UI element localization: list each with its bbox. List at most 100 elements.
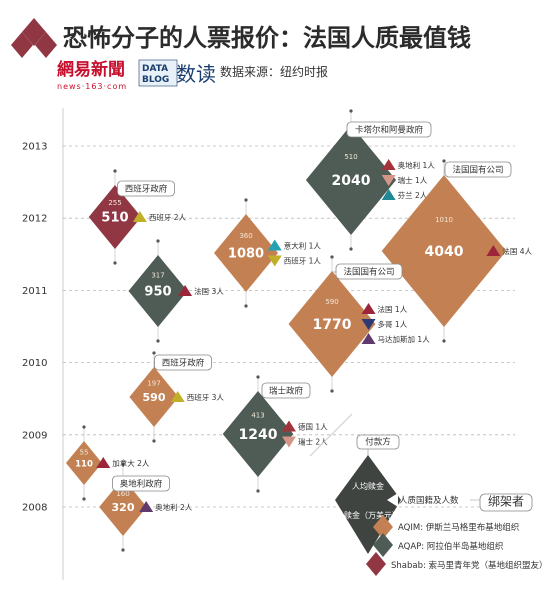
victim-flag-marker [381,175,396,186]
total-ransom-label: 320 [112,501,135,514]
legend-count-label: 人质国籍及人数 [399,495,459,506]
stem-dot [256,375,260,379]
payer-tag: 西班牙政府 [117,180,175,197]
stem-dot [82,425,86,429]
stem-dot [330,255,334,259]
payer-tag-label: 卡塔尔和阿曼政府 [355,125,424,136]
ransom-diamond [222,391,294,477]
victim-flag-marker [139,501,154,512]
kidnapper-title: 绑架者 [479,493,533,512]
victim-flag-marker [381,189,396,200]
header: 恐怖分子的人票报价：法国人质最值钱 網易新聞 news·163·com DATA… [11,18,471,91]
per-capita-label: 590 [325,298,338,306]
year-grid: 2008 2009 2010 2011 2012 2013 [22,142,515,514]
victim-flag-marker [96,457,111,468]
victim-flag-marker [267,255,282,267]
total-ransom-label: 2040 [332,173,371,189]
stem-dot [156,339,160,343]
stem-dot [442,159,446,163]
payer-tag-label: 付款方 [365,437,391,448]
victim-flag-marker [361,333,376,344]
column-name: 数读 [176,62,216,86]
payer-tag: 付款方 [356,434,400,450]
payer-tag: 瑞士政府 [261,382,311,399]
victim-label: 法国 1人 [378,304,408,314]
stem-dot [82,497,86,501]
victim-flag-marker [178,285,193,296]
total-ransom-label: 110 [75,460,93,470]
stem-dot [113,261,117,265]
victim-flag-marker [267,239,282,251]
victim-label: 马达加斯加 1人 [378,334,431,344]
victim-label: 芬兰 2人 [398,190,428,200]
total-ransom-label: 4040 [425,244,464,260]
payer-tag-label: 瑞士政府 [269,386,304,397]
victim-label: 意大利 1人 [284,241,322,251]
payer-tag: 奥地利政府 [112,475,170,492]
aqim-label: AQIM: 伊斯兰马格里布基地组织 [398,522,519,533]
aqap-label: AQAP: 阿拉伯半岛基地组织 [398,541,503,552]
ransom-aqim-4040: 1010 4040 法国 4人 法国国有公司 [381,161,533,327]
per-capita-label: 1010 [435,216,453,224]
payer-tag: 西班牙政府 [154,354,212,371]
stem-dot [330,389,334,393]
datablog-top: DATA [142,64,168,74]
victim-label: 西班牙 1人 [284,256,322,266]
per-capita-label: 55 [80,449,89,457]
ransom-diamond [214,214,278,292]
victim-flag-marker [281,436,296,448]
per-capita-label: 413 [251,412,264,420]
datablog-bottom: BLOG [142,75,169,85]
aqim-swatch [373,515,393,539]
payer-tag: 卡塔尔和阿曼政府 [346,121,432,138]
payer-tag-label: 西班牙政府 [162,358,205,369]
stem-dot [244,304,248,308]
victim-label: 西班牙 3人 [187,392,225,402]
logo-diamonds-icon [11,18,57,58]
per-capita-label: 360 [239,232,252,240]
y-tick-label: 2011 [22,286,47,297]
total-ransom-label: 1080 [228,247,264,262]
stem-dot [256,489,260,493]
payer-tag-label: 奥地利政府 [120,479,163,490]
legend-shabab: Shabab: 索马里青年党（基地组织盟友） [366,552,548,576]
payer-tag-label: 法国国有公司 [343,267,394,278]
victim-label: 多哥 1人 [378,319,408,329]
legend-aqap: AQAP: 阿拉伯半岛基地组织 [373,533,503,557]
per-capita-label: 197 [147,380,160,388]
page-title: 恐怖分子的人票报价：法国人质最值钱 [63,24,471,52]
payer-tag-label: 西班牙政府 [125,184,168,195]
ransom-aqim-590: 197 590 西班牙 3人 西班牙政府 [129,354,225,427]
total-ransom-label: 590 [143,391,166,404]
ransom-aqap-950: 317 950 法国 3人 [128,255,224,327]
total-ransom-label: 1240 [239,427,278,443]
payer-tag-label: 法国国有公司 [452,165,503,176]
victim-flag-marker [361,319,376,330]
legend-per-label: 人均赎金 [352,481,384,491]
victim-label: 西班牙 2人 [149,212,187,222]
legend: 付款方 人均赎金 总赎金（万美元） 人质国籍及人数 绑架者 AQIM: 伊斯兰马… [309,413,548,576]
ransom-aqim-320: 160 320 奥地利 2人 奥地利政府 [99,475,193,536]
victim-label: 法国 4人 [502,246,532,256]
per-capita-label: 510 [344,153,357,161]
y-tick-label: 2013 [22,142,47,153]
total-ransom-label: 510 [101,211,128,226]
ransom-diamond [288,271,376,377]
stem-dot [113,169,117,173]
stem-dot [156,239,160,243]
datablog-logo-icon: DATA BLOG [138,59,178,87]
stem-dot [152,351,156,355]
per-capita-label: 317 [151,271,164,279]
stem-dot [244,198,248,202]
ransom-aqim-110: 55 110 加拿大 2人 [65,441,150,485]
ransom-diamond [88,185,142,249]
ransom-diamond [305,125,397,235]
victim-label: 瑞士 1人 [398,175,428,185]
brand-logo: 網易新聞 [57,59,125,80]
y-tick-label: 2010 [22,358,47,369]
ransom-shabab-510: 255 510 西班牙 2人 西班牙政府 [88,180,187,249]
